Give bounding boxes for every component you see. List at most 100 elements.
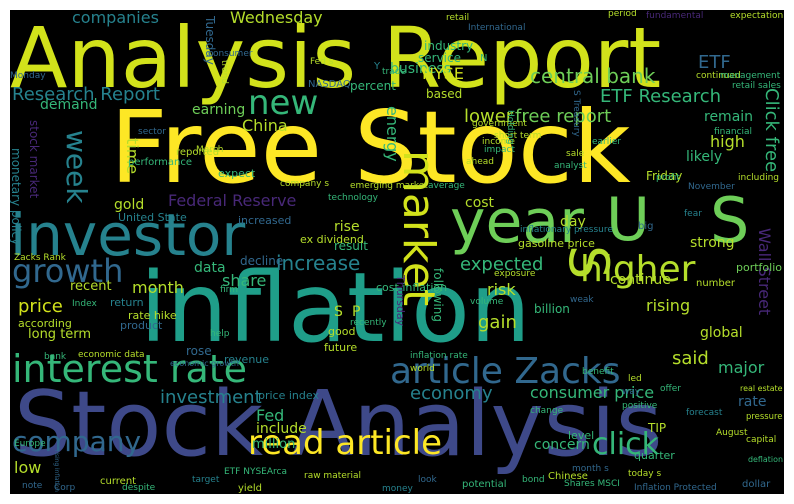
word-business: business	[390, 61, 452, 77]
word-weak: weak	[570, 295, 594, 305]
word-recent: recent	[70, 279, 112, 294]
word-sp-p: P	[352, 304, 361, 320]
word-sp-s: S	[334, 304, 343, 320]
word-nyse: NYSE	[422, 64, 465, 83]
word-dollar: dollar	[742, 479, 771, 490]
word-china: China	[242, 116, 288, 135]
word-emerging-market: emerging market	[350, 181, 428, 191]
word-recently: recently	[350, 318, 387, 328]
word-current: current	[100, 476, 137, 487]
word-continue: continue	[610, 272, 671, 288]
word-government: government	[472, 119, 527, 129]
word-economic-growth: economic growth	[170, 359, 239, 368]
word-rising: rising	[646, 296, 691, 315]
word-rate-hike: rate hike	[128, 309, 177, 322]
word-monday: Monday	[10, 71, 46, 81]
word-said: said	[672, 348, 709, 369]
word-research-report: Research Report	[12, 84, 160, 105]
word-ex-dividend: ex dividend	[300, 233, 364, 246]
word-s-vertical: S	[557, 245, 620, 280]
word-day: day	[560, 214, 586, 230]
word-concern: concern	[534, 437, 590, 453]
word-company-s: company s	[280, 179, 330, 189]
word-change: change	[530, 406, 564, 416]
word-include: include	[256, 421, 307, 437]
word-offer: offer	[660, 384, 681, 394]
word-reported: reported	[176, 147, 220, 158]
word-u: U	[606, 185, 650, 255]
word-earning: earning	[192, 102, 246, 118]
word-click-free: Click free	[761, 88, 782, 173]
word-rose: rose	[186, 344, 212, 358]
word-likely: likely	[686, 149, 723, 165]
word-according: according	[18, 317, 72, 330]
word-increase: increase	[276, 251, 361, 275]
word-gasoline-price: gasoline price	[518, 237, 595, 250]
word-expected: expected	[460, 254, 544, 275]
word-gain: gain	[478, 312, 517, 333]
word-inflationary-pressure: inflationary pressure	[520, 225, 613, 235]
word-service: service	[418, 51, 461, 65]
word-long-term: long term	[28, 327, 92, 342]
word-index: Index	[72, 299, 97, 309]
word-click: click	[592, 427, 660, 462]
word-zacks-rank: Zacks Rank	[14, 253, 66, 263]
word-period: period	[608, 10, 637, 19]
word-stock-analysis: Stock Analysis	[14, 372, 663, 477]
word-higher: higher	[580, 249, 696, 290]
word-earlier: earlier	[592, 137, 621, 147]
word-average: average	[428, 181, 465, 191]
word-major: major	[718, 358, 765, 377]
word-investment: investment	[160, 387, 262, 408]
word-growth: growth	[12, 252, 124, 290]
word-rising-inflation: rising inflation	[53, 450, 59, 492]
word-trend: trend	[219, 60, 229, 84]
word-strong: strong	[690, 235, 735, 251]
word-share: share	[222, 271, 267, 290]
word-positive: positive	[622, 401, 658, 411]
word-including: including	[738, 173, 779, 183]
word-sector: sector	[138, 127, 166, 137]
word-portfolio: portfolio	[736, 261, 782, 274]
word-cost-inflation: cost inflation	[376, 281, 448, 294]
word-gold: gold	[114, 197, 145, 213]
word-europe: Europe	[14, 439, 46, 449]
word-forecast: forecast	[686, 408, 723, 418]
word-international: International	[468, 23, 526, 33]
word-nasdaq: NASDAQ	[308, 79, 351, 90]
word-number: number	[696, 278, 736, 289]
word-led: led	[628, 374, 642, 384]
word-money: money	[382, 484, 413, 494]
word-quarter: quarter	[634, 449, 675, 462]
word-rate: rate	[738, 394, 767, 410]
word-based: based	[426, 87, 463, 101]
word-future: future	[324, 341, 358, 354]
word-demand: demand	[40, 97, 98, 113]
word-month-s: month s	[572, 464, 609, 474]
word-consumer-price: consumer price	[530, 383, 655, 402]
word-november: November	[688, 182, 735, 192]
word-cost: cost	[465, 195, 495, 211]
word-retail-sales: retail sales	[732, 81, 781, 91]
word-s-treasury: S Treasury	[571, 90, 581, 137]
word-lower: lower	[464, 106, 514, 127]
word-potential: potential	[462, 479, 507, 490]
word-week: week	[60, 130, 93, 204]
word-risk: risk	[487, 280, 516, 299]
word-analysis-report: Analysis Report	[10, 10, 662, 107]
word-ahead: ahead	[466, 157, 494, 167]
word-capital: capital	[746, 435, 777, 445]
word-s-big: S	[710, 184, 750, 257]
word-y: Y	[374, 61, 381, 72]
word-companies: companies	[72, 10, 159, 27]
word-inflation-protected: Inflation Protected	[634, 483, 717, 493]
word-increased: increased	[238, 214, 292, 227]
word-way: way	[622, 387, 641, 397]
word-price-index: price index	[258, 389, 319, 402]
word-corp: Corp	[54, 483, 76, 493]
word-look: look	[418, 475, 437, 485]
word-price: price	[18, 296, 63, 317]
word-etf-nysearca: ETF NYSEArca	[224, 467, 287, 477]
word-global: global	[700, 325, 743, 341]
word-revenue: revenue	[224, 353, 270, 366]
